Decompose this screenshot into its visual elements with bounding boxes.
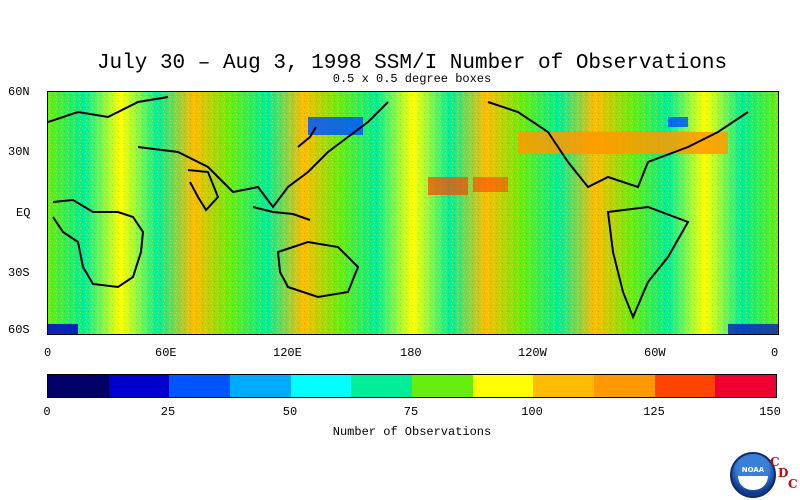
- lat-label-60s: 60S: [8, 323, 30, 337]
- lon-label-180: 180: [400, 346, 422, 360]
- lon-label-0-end: 0: [771, 346, 779, 360]
- low-count-region: [728, 324, 778, 334]
- observation-map: [48, 92, 778, 334]
- lon-label-60w: 60W: [644, 346, 666, 360]
- colorbar-swatch: [715, 375, 777, 397]
- seagull-icon: [738, 476, 768, 490]
- noaa-logo-text: NOAA: [741, 466, 765, 474]
- colorbar-swatch: [48, 375, 109, 397]
- lat-label-60n: 60N: [8, 85, 30, 99]
- low-count-region: [668, 117, 688, 127]
- high-count-region: [518, 132, 728, 154]
- colorbar-tick-0: 0: [43, 405, 51, 419]
- noaa-logo: NOAA: [730, 452, 776, 498]
- colorbar-tick-75: 75: [403, 405, 419, 419]
- high-count-region: [473, 177, 508, 192]
- colorbar-swatch: [169, 375, 231, 397]
- colorbar-swatch: [533, 375, 595, 397]
- colorbar-tick-125: 125: [643, 405, 665, 419]
- colorbar-tick-50: 50: [282, 405, 298, 419]
- chart-subtitle: 0.5 x 0.5 degree boxes: [332, 72, 492, 86]
- colorbar-swatch: [290, 375, 352, 397]
- colorbar-title: Number of Observations: [332, 425, 492, 439]
- coastlines: [48, 96, 749, 320]
- colorbar-swatch: [654, 375, 716, 397]
- colorbar-swatch: [108, 375, 170, 397]
- lat-label-30n: 30N: [8, 145, 30, 159]
- lon-label-120w: 120W: [518, 346, 547, 360]
- colorbar-swatch: [351, 375, 413, 397]
- lon-label-60e: 60E: [155, 346, 177, 360]
- cdc-letter-c1: C: [770, 455, 780, 469]
- low-count-region: [308, 117, 363, 135]
- cdc-letter-c2: C: [788, 477, 798, 491]
- colorbar-swatch: [594, 375, 655, 397]
- low-count-region: [48, 324, 78, 334]
- cdc-letter-d: D: [778, 466, 789, 480]
- lon-label-120e: 120E: [273, 346, 302, 360]
- high-count-region: [428, 177, 468, 195]
- colorbar-tick-150: 150: [759, 405, 781, 419]
- chart-title: July 30 – Aug 3, 1998 SSM/I Number of Ob…: [96, 52, 728, 75]
- lat-label-eq: EQ: [16, 206, 31, 220]
- map-panel: [47, 91, 779, 335]
- colorbar-swatch: [412, 375, 473, 397]
- colorbar-tick-100: 100: [521, 405, 543, 419]
- lat-label-30s: 30S: [8, 266, 30, 280]
- colorbar-tick-25: 25: [160, 405, 176, 419]
- colorbar: [47, 374, 777, 398]
- lon-label-0: 0: [44, 346, 52, 360]
- colorbar-swatch: [230, 375, 291, 397]
- colorbar-swatch: [472, 375, 534, 397]
